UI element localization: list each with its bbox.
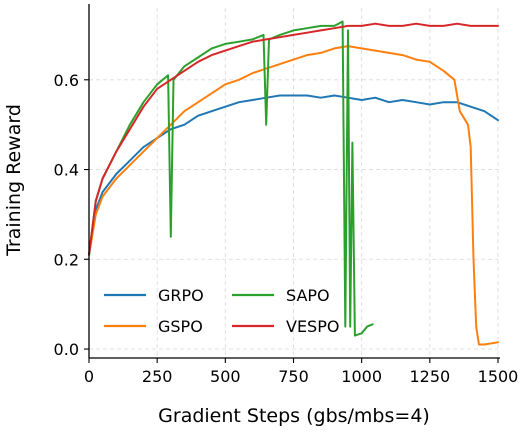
legend-label-gspo: GSPO bbox=[158, 317, 203, 336]
x-tick-label: 1500 bbox=[478, 367, 519, 386]
series-line-grpo bbox=[88, 94, 499, 256]
tick-labels: 0 250 500 750 1000 1250 1500 0.0 0.2 0.4 0.6 bbox=[54, 71, 519, 386]
y-tick-label: 0.4 bbox=[54, 161, 79, 180]
x-axis-label: Gradient Steps (gbs/mbs=4) bbox=[158, 405, 430, 427]
legend-label-sapo: SAPO bbox=[286, 286, 330, 305]
x-tick-label: 750 bbox=[278, 367, 309, 386]
x-tick-label: 1000 bbox=[341, 367, 382, 386]
legend: GRPO GSPO SAPO VESPO bbox=[104, 286, 339, 336]
legend-label-grpo: GRPO bbox=[158, 286, 204, 305]
series-line-gspo bbox=[88, 45, 499, 346]
x-tick-label: 1250 bbox=[409, 367, 450, 386]
x-tick-label: 0 bbox=[84, 367, 94, 386]
legend-label-vespo: VESPO bbox=[286, 317, 339, 336]
y-tick-label: 0.0 bbox=[54, 340, 79, 359]
series-lines bbox=[88, 20, 499, 346]
grid bbox=[88, 8, 499, 358]
series-line-vespo bbox=[88, 22, 499, 256]
y-axis-label: Training Reward bbox=[3, 104, 25, 257]
series-line-sapo bbox=[88, 20, 374, 337]
x-tick-label: 250 bbox=[142, 367, 173, 386]
y-tick-label: 0.2 bbox=[54, 250, 79, 269]
y-tick-label: 0.6 bbox=[54, 71, 79, 90]
x-tick-label: 500 bbox=[210, 367, 241, 386]
